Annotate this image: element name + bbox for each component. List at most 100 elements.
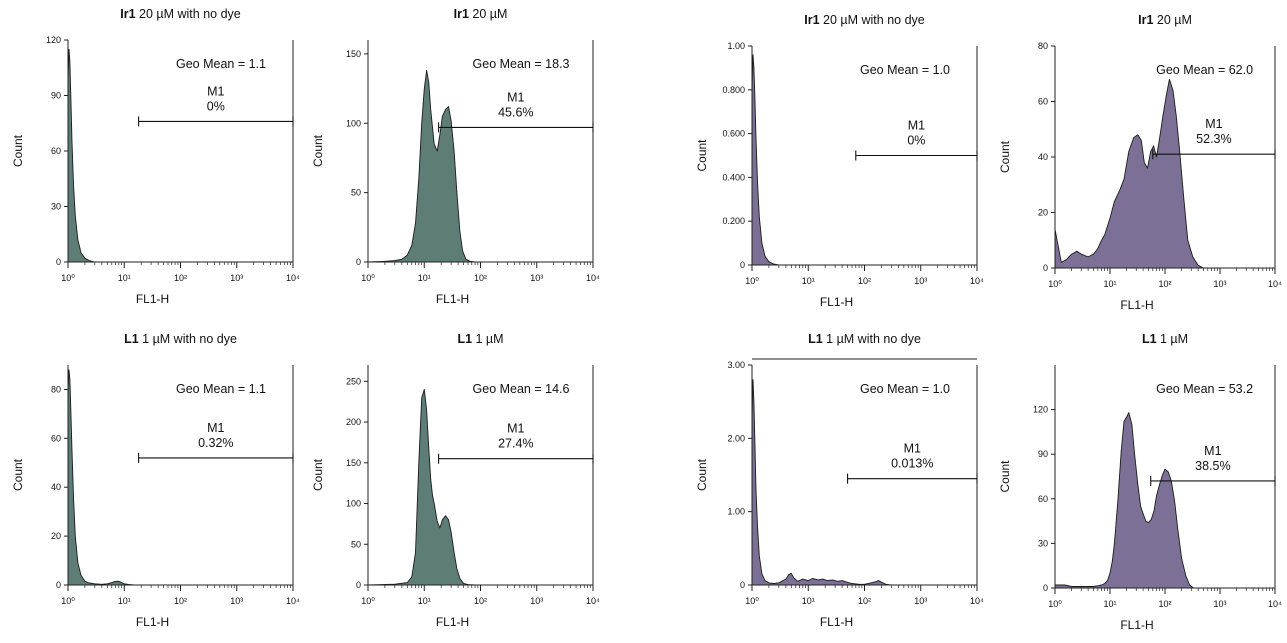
y-tick-label: 100 (346, 499, 361, 509)
panel-title-condition: 1 µM with no dye (139, 332, 237, 346)
y-tick-label: 30 (51, 202, 61, 212)
y-tick-label: 0 (356, 257, 361, 267)
y-tick-label: 0 (740, 580, 745, 590)
x-tick-label: 10⁴ (970, 596, 984, 606)
panel-title-condition: 1 µM with no dye (823, 332, 921, 346)
gate-name-label: M1 (908, 119, 925, 133)
panel-title-condition: 20 µM with no dye (820, 13, 925, 27)
y-tick-label: 20 (1038, 208, 1048, 218)
axes-frame (67, 365, 294, 586)
x-tick-label: 10² (174, 596, 187, 606)
panel-title: Ir1 20 µM with no dye (804, 13, 925, 27)
x-tick-label: 10¹ (418, 273, 431, 283)
panel-title-compound: L1 (457, 332, 472, 346)
x-axis-label: FL1-H (1120, 298, 1153, 312)
y-tick-label: 60 (51, 433, 61, 443)
y-tick-label: 40 (1038, 152, 1048, 162)
gate-name-label: M1 (507, 90, 524, 104)
gate-name-label: M1 (207, 84, 224, 98)
x-tick-label: 10⁴ (586, 273, 600, 283)
geo-mean-label: Geo Mean = 53.2 (1156, 382, 1253, 396)
x-tick-label: 10² (858, 596, 871, 606)
histogram-area (1054, 78, 1276, 269)
y-axis-label: Count (11, 134, 25, 167)
x-tick-label: 10¹ (1103, 279, 1116, 289)
x-tick-label: 10² (474, 596, 487, 606)
gate-name-label: M1 (1204, 444, 1221, 458)
x-axis-label: FL1-H (136, 615, 169, 629)
gate-name-label: M1 (1205, 117, 1222, 131)
axes-frame (367, 40, 594, 263)
x-tick-label: 10² (1158, 599, 1171, 609)
chart-panel-7: L1 1 µM with no dye 0 1.00 2.00 3.00 10⁰ 10¹ 10… (695, 332, 984, 629)
y-tick-label: 60 (1038, 97, 1048, 107)
geo-mean-label: Geo Mean = 14.6 (473, 382, 570, 396)
geo-mean-label: Geo Mean = 1.1 (176, 57, 266, 71)
x-tick-label: 10⁴ (286, 273, 300, 283)
x-tick-label: 10¹ (418, 596, 431, 606)
y-tick-label: 1.00 (727, 41, 745, 51)
x-tick-label: 10³ (230, 596, 243, 606)
panel-title-condition: 1 µM (1157, 332, 1189, 346)
x-tick-label: 10³ (914, 276, 927, 286)
x-tick-label: 10⁰ (745, 596, 759, 606)
gate-percent-label: 0.013% (891, 457, 933, 471)
x-tick-label: 10³ (1213, 599, 1226, 609)
y-tick-label: 100 (346, 118, 361, 128)
x-tick-label: 10¹ (118, 273, 131, 283)
x-tick-label: 10¹ (802, 596, 815, 606)
histogram-area (67, 48, 294, 263)
y-tick-label: 250 (346, 376, 361, 386)
x-tick-label: 10³ (230, 273, 243, 283)
y-axis-label: Count (311, 134, 325, 167)
panel-title-compound: L1 (124, 332, 139, 346)
gate-name-label: M1 (207, 421, 224, 435)
y-axis-label: Count (695, 458, 709, 491)
gate-name-label: M1 (507, 422, 524, 436)
gate-percent-label: 0% (207, 99, 225, 113)
y-tick-label: 0.800 (722, 85, 745, 95)
chart-panel-4: Ir1 20 µM 0 20 40 60 80 10⁰ 10¹ 10² 10³ 10⁴ FL1-H Co… (998, 13, 1282, 312)
y-tick-label: 20 (51, 531, 61, 541)
panel-title-compound: Ir1 (804, 13, 819, 27)
chart-panel-2: Ir1 20 µM 0 50 100 150 10⁰ 10¹ 10² 10³ 10⁴ FL1-H Co… (311, 7, 600, 306)
histogram-area (67, 369, 294, 586)
y-tick-label: 50 (351, 539, 361, 549)
x-tick-label: 10⁰ (361, 273, 375, 283)
chart-panel-5: L1 1 µM with no dye 0 20 40 60 80 10⁰ 10¹ 10² 10³… (11, 332, 300, 629)
panel-title: Ir1 20 µM (454, 7, 508, 21)
panel-title: L1 1 µM with no dye (808, 332, 921, 346)
x-tick-label: 10⁴ (970, 276, 984, 286)
geo-mean-label: Geo Mean = 1.1 (176, 382, 266, 396)
x-tick-label: 10⁰ (1048, 599, 1062, 609)
y-tick-label: 0.200 (722, 216, 745, 226)
y-axis-label: Count (998, 140, 1012, 173)
x-axis-label: FL1-H (436, 292, 469, 306)
y-tick-label: 30 (1038, 538, 1048, 548)
y-tick-label: 0 (1043, 583, 1048, 593)
panel-title: Ir1 20 µM (1138, 13, 1192, 27)
geo-mean-label: Geo Mean = 1.0 (860, 63, 950, 77)
y-tick-label: 80 (1038, 41, 1048, 51)
panel-title-compound: Ir1 (1138, 13, 1153, 27)
x-tick-label: 10⁴ (1268, 279, 1282, 289)
x-tick-label: 10⁰ (745, 276, 759, 286)
y-tick-label: 120 (1033, 405, 1048, 415)
x-tick-label: 10³ (530, 273, 543, 283)
y-tick-label: 1.00 (727, 507, 745, 517)
y-tick-label: 0 (56, 257, 61, 267)
x-tick-label: 10² (1158, 279, 1171, 289)
histogram-area (1054, 412, 1276, 589)
histogram-area (367, 70, 594, 263)
chart-panel-6: L1 1 µM 0 50 100 150 200 250 10⁰ 10¹ 10² 10³ 10⁴ FL1… (311, 332, 600, 629)
y-tick-label: 90 (51, 91, 61, 101)
gate-name-label: M1 (904, 442, 921, 456)
y-tick-label: 0 (740, 260, 745, 270)
panel-title-condition: 1 µM (472, 332, 504, 346)
y-tick-label: 0.400 (722, 172, 745, 182)
y-axis-label: Count (695, 139, 709, 172)
y-tick-label: 60 (51, 146, 61, 156)
y-tick-label: 120 (46, 35, 61, 45)
chart-panel-3: Ir1 20 µM with no dye 0 0.200 0.400 0.600 0.8… (695, 13, 984, 309)
y-tick-label: 2.00 (727, 433, 745, 443)
